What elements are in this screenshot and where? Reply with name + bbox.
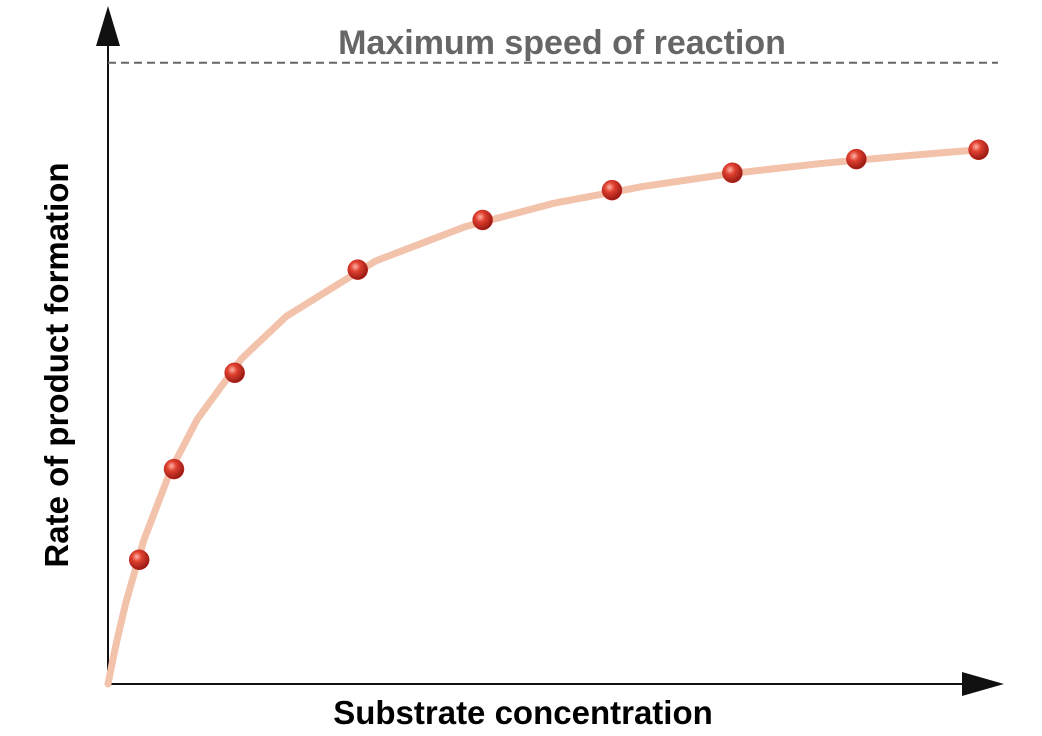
data-point — [128, 549, 150, 571]
y-axis-label: Rate of product formation — [38, 162, 75, 567]
data-point — [722, 162, 743, 184]
data-point — [472, 209, 493, 231]
y-axis-arrow — [96, 6, 120, 46]
fit-curve — [104, 146, 983, 688]
data-point — [846, 148, 867, 170]
data-point — [601, 179, 623, 201]
data-point — [163, 458, 185, 480]
axes — [96, 6, 1004, 696]
max-line-label: Maximum speed of reaction — [338, 24, 786, 62]
data-point — [347, 259, 369, 280]
x-axis-label: Substrate concentration — [333, 694, 713, 731]
data-point — [968, 139, 989, 161]
x-axis-arrow — [962, 672, 1004, 696]
data-point — [224, 362, 245, 384]
